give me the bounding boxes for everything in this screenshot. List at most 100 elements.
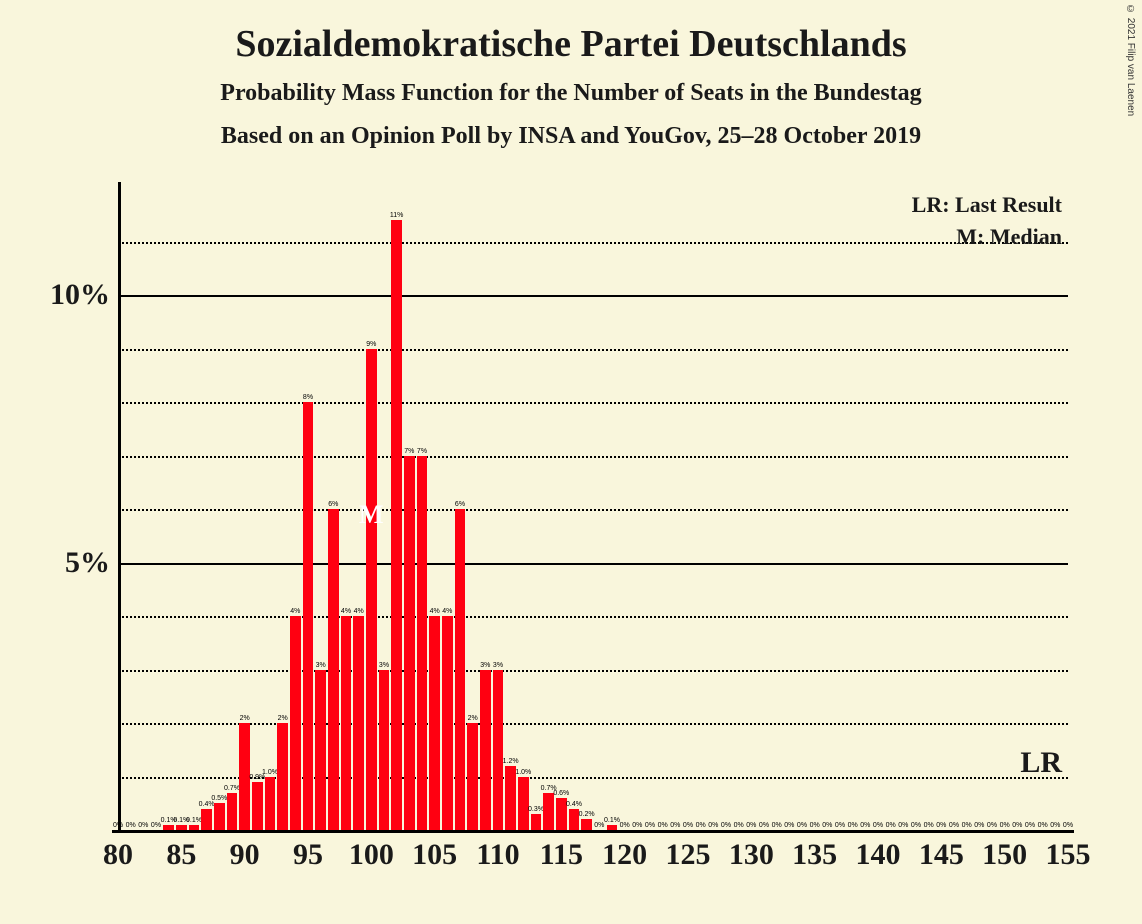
- bar-value-label: 2%: [468, 715, 478, 723]
- bar-value-label: 0.6%: [553, 790, 569, 798]
- gridline-minor: [118, 456, 1068, 458]
- x-tick-label: 80: [103, 830, 133, 872]
- bar-value-label: 4%: [290, 608, 300, 616]
- bar: 0.6%: [556, 798, 566, 830]
- gridline-minor: [118, 616, 1068, 618]
- gridline-minor: [118, 349, 1068, 351]
- bar-value-label: 0%: [924, 822, 934, 830]
- chart-title: Sozialdemokratische Partei Deutschlands: [0, 0, 1142, 66]
- bar-value-label: 1.2%: [503, 758, 519, 766]
- bar-value-label: 0%: [1012, 822, 1022, 830]
- bar-value-label: 0%: [860, 822, 870, 830]
- bar-value-label: 3%: [480, 662, 490, 670]
- bar-value-label: 6%: [328, 501, 338, 509]
- y-tick-label: 5%: [65, 546, 118, 580]
- bar-value-label: 7%: [417, 448, 427, 456]
- bar: 2%: [239, 723, 249, 830]
- bar-value-label: 1.0%: [515, 769, 531, 777]
- bar-value-label: 0%: [962, 822, 972, 830]
- bar: 3%: [315, 670, 325, 831]
- bar-value-label: 0%: [784, 822, 794, 830]
- bar-value-label: 0%: [873, 822, 883, 830]
- bar-value-label: 0%: [848, 822, 858, 830]
- y-axis-line: [118, 182, 121, 830]
- bar-value-label: 1.0%: [262, 769, 278, 777]
- chart-plot-area: 5%10%0%0%0%0%0.1%0.1%0.1%0.4%0.5%0.7%2%0…: [118, 188, 1068, 830]
- gridline-minor: [118, 723, 1068, 725]
- bar: 11%: [391, 220, 401, 830]
- bar-value-label: 0%: [1025, 822, 1035, 830]
- bar-value-label: 0%: [658, 822, 668, 830]
- bar-value-label: 2%: [240, 715, 250, 723]
- bar: 7%: [404, 456, 414, 831]
- y-tick-label: 10%: [50, 278, 118, 312]
- bar-value-label: 0%: [670, 822, 680, 830]
- bar-value-label: 0%: [822, 822, 832, 830]
- x-tick-label: 150: [982, 830, 1027, 872]
- chart-subtitle-1: Probability Mass Function for the Number…: [0, 66, 1142, 107]
- gridline-major: [118, 295, 1068, 297]
- x-tick-label: 90: [230, 830, 260, 872]
- x-tick-label: 115: [540, 830, 583, 872]
- bar: 8%: [303, 402, 313, 830]
- bar-value-label: 0.5%: [211, 795, 227, 803]
- x-tick-label: 95: [293, 830, 323, 872]
- bar: 0.7%: [227, 793, 237, 830]
- bar-value-label: 0.4%: [566, 801, 582, 809]
- bar-value-label: 0%: [620, 822, 630, 830]
- bar: 0.2%: [581, 819, 591, 830]
- bar-value-label: 0%: [974, 822, 984, 830]
- bar-value-label: 0%: [594, 822, 604, 830]
- bar-value-label: 0%: [987, 822, 997, 830]
- bar-value-label: 11%: [390, 212, 404, 220]
- x-tick-label: 125: [666, 830, 711, 872]
- bar-value-label: 0%: [949, 822, 959, 830]
- bar: 0.5%: [214, 803, 224, 830]
- bar-value-label: 0.1%: [186, 817, 202, 825]
- bar-value-label: 3%: [316, 662, 326, 670]
- bar: 2%: [277, 723, 287, 830]
- bar-value-label: 0%: [1038, 822, 1048, 830]
- bar: 4%: [290, 616, 300, 830]
- bar-value-label: 0%: [151, 822, 161, 830]
- legend-lr: LR: Last Result: [912, 192, 1062, 218]
- bar-value-label: 6%: [455, 501, 465, 509]
- bar: 6%: [328, 509, 338, 830]
- bar: 1.2%: [505, 766, 515, 830]
- chart-subtitle-2: Based on an Opinion Poll by INSA and You…: [0, 107, 1142, 150]
- bar-value-label: 0%: [138, 822, 148, 830]
- gridline-minor: [118, 670, 1068, 672]
- bar-value-label: 0%: [126, 822, 136, 830]
- x-tick-label: 105: [412, 830, 457, 872]
- bar-value-label: 4%: [341, 608, 351, 616]
- bar-value-label: 0%: [1063, 822, 1073, 830]
- bar-value-label: 0.2%: [579, 811, 595, 819]
- bar-value-label: 0.7%: [224, 785, 240, 793]
- bar-value-label: 0%: [1000, 822, 1010, 830]
- bar-value-label: 0%: [734, 822, 744, 830]
- x-tick-label: 145: [919, 830, 964, 872]
- bar-value-label: 4%: [442, 608, 452, 616]
- bar-value-label: 8%: [303, 394, 313, 402]
- bar-value-label: 9%: [366, 341, 376, 349]
- bar-value-label: 0%: [645, 822, 655, 830]
- bar: 4%: [429, 616, 439, 830]
- bar-value-label: 3%: [379, 662, 389, 670]
- bar-value-label: 0%: [708, 822, 718, 830]
- bar-value-label: 7%: [404, 448, 414, 456]
- x-axis-line: [112, 830, 1074, 833]
- gridline-minor: [118, 402, 1068, 404]
- lr-marker: LR: [1020, 746, 1062, 780]
- bar-value-label: 0%: [632, 822, 642, 830]
- gridline-minor: [118, 509, 1068, 511]
- bar-value-label: 0%: [683, 822, 693, 830]
- bar-value-label: 2%: [278, 715, 288, 723]
- bar-value-label: 0%: [696, 822, 706, 830]
- gridline-major: [118, 563, 1068, 565]
- bar-value-label: 0%: [810, 822, 820, 830]
- bar-value-label: 4%: [354, 608, 364, 616]
- bar: 0.4%: [569, 809, 579, 830]
- bar-value-label: 0%: [911, 822, 921, 830]
- bar: 1.0%: [518, 777, 528, 831]
- x-tick-label: 130: [729, 830, 774, 872]
